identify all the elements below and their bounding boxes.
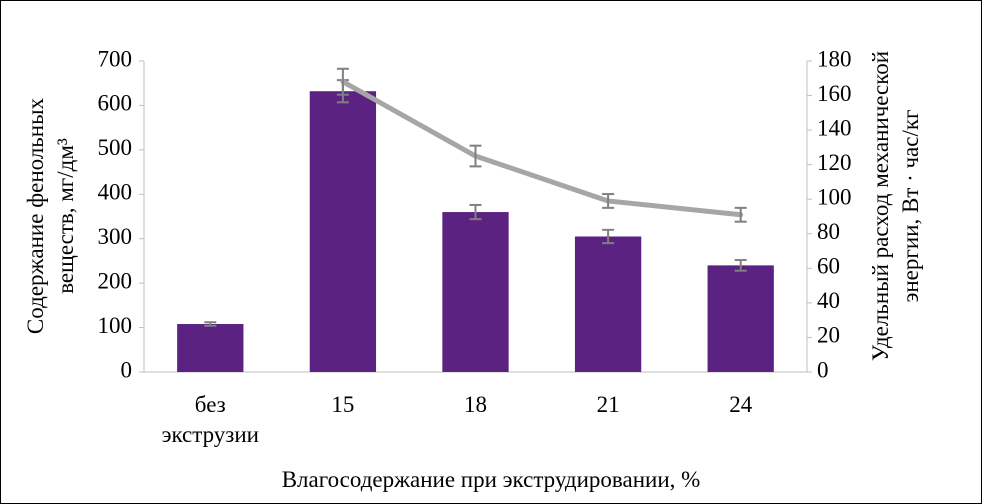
y-tick-label: 100 [98,313,133,338]
y-tick-label: 400 [98,180,133,205]
y2-tick-label: 100 [817,185,852,210]
x-tick-label: 15 [331,392,355,417]
y2-tick-label: 160 [817,81,852,106]
y-tick-label: 0 [121,357,133,382]
bar [574,236,642,372]
y2-tick-label: 40 [817,288,840,313]
bar [707,265,774,372]
x-tick-label: без экструзии [161,392,259,447]
x-tick-label: 24 [729,392,753,417]
y2-tick-label: 60 [817,254,840,279]
y2-tick-label: 140 [817,115,852,140]
y2-tick-label: 80 [817,219,840,244]
y-tick-label: 500 [98,135,133,160]
y-tick-label: 600 [98,91,133,116]
y-tick-label: 200 [98,268,133,293]
y2-tick-label: 120 [817,150,852,175]
y2-tick-label: 180 [817,46,852,71]
x-axis-title: Влагосодержание при экструдировании, % [281,467,701,492]
y2-tick-label: 20 [817,323,840,348]
bar [442,212,509,372]
y-tick-label: 300 [98,224,133,249]
line [340,79,744,218]
y2-tick-label: 0 [817,357,829,382]
bar [177,324,244,372]
y2-axis-title: Удельный расход механической энергии, Вт… [868,50,923,362]
y-tick-label: 700 [98,46,133,71]
x-tick-label: 21 [596,392,620,417]
x-tick-label: 18 [463,392,487,417]
y-axis-title: Содержание фенольных веществ, мг/дм³ [23,97,78,335]
bar [309,91,377,372]
